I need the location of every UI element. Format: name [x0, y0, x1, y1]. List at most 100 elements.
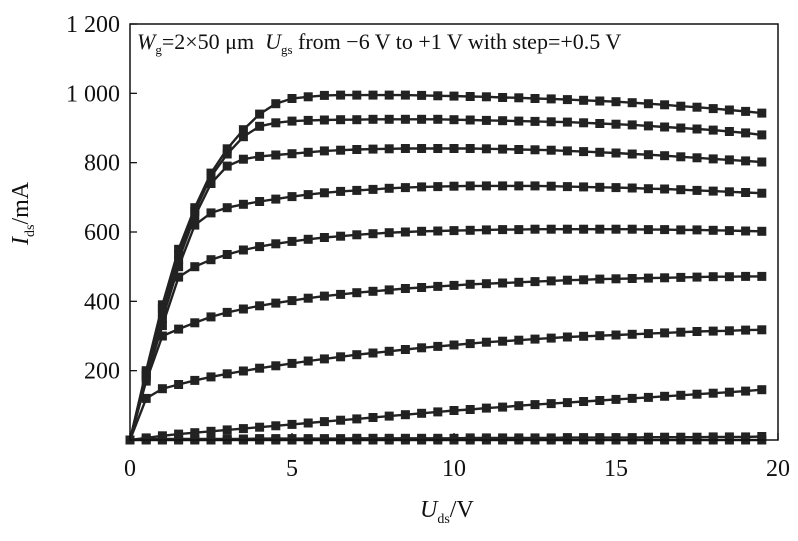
data-point: [546, 276, 556, 286]
data-point: [449, 280, 459, 290]
data-point: [562, 332, 572, 342]
y-axis-symbol: I: [8, 237, 34, 245]
data-point: [757, 130, 767, 140]
data-point: [303, 293, 313, 303]
data-point: [692, 153, 702, 163]
data-point: [206, 426, 216, 436]
data-point: [692, 327, 702, 336]
data-point: [352, 414, 362, 424]
data-point: [708, 104, 718, 114]
data-point: [514, 181, 524, 191]
series-layer: [125, 90, 767, 445]
data-point: [498, 225, 508, 235]
data-point: [562, 224, 572, 234]
data-point: [319, 233, 329, 242]
data-point: [433, 407, 443, 417]
data-point: [660, 391, 670, 401]
data-point: [384, 144, 394, 154]
data-point: [676, 101, 686, 111]
y-axis-subscript: ds: [23, 224, 38, 237]
data-point: [384, 285, 394, 295]
data-point: [222, 250, 232, 259]
data-point: [562, 146, 572, 156]
data-point: [643, 225, 653, 235]
data-point: [627, 149, 637, 159]
data-point: [271, 194, 281, 204]
data-point: [643, 99, 653, 109]
data-point: [757, 271, 767, 281]
data-point: [724, 155, 734, 165]
data-point: [400, 227, 410, 237]
data-point: [400, 284, 410, 293]
series-3: [125, 144, 767, 445]
x-tick-label: 10: [442, 456, 466, 482]
series-9: [125, 432, 767, 445]
data-point: [157, 321, 167, 331]
x-tick-label: 5: [286, 456, 298, 482]
data-point: [514, 225, 524, 235]
plot-frame: [129, 23, 779, 441]
data-point: [724, 187, 734, 197]
data-point: [660, 151, 670, 161]
y-tick-label: 400: [84, 289, 120, 315]
data-point: [352, 230, 362, 240]
data-point: [190, 375, 200, 385]
data-point: [546, 117, 556, 127]
data-point: [336, 415, 346, 425]
data-point: [465, 279, 475, 289]
data-point: [400, 144, 410, 153]
data-point: [676, 327, 686, 337]
data-point: [255, 363, 265, 373]
series-line: [128, 184, 762, 441]
data-point: [319, 146, 329, 156]
data-point: [660, 328, 670, 338]
data-point: [417, 182, 427, 192]
data-point: [465, 339, 475, 349]
data-point: [741, 188, 751, 197]
y-axis-label: Ids/mA: [8, 182, 39, 245]
data-point: [724, 387, 734, 397]
data-point: [368, 413, 378, 422]
data-point: [741, 106, 751, 116]
data-point: [157, 303, 167, 313]
data-point: [449, 340, 459, 350]
series-1: [125, 90, 767, 445]
data-point: [157, 309, 167, 318]
series-line: [128, 93, 762, 441]
series-5: [125, 224, 767, 445]
data-point: [708, 272, 718, 282]
data-point: [692, 124, 702, 134]
data-point: [595, 396, 605, 405]
data-point: [692, 225, 702, 235]
data-point: [498, 116, 508, 126]
data-point: [206, 255, 216, 265]
data-point: [481, 144, 491, 154]
data-point: [303, 92, 313, 102]
data-point: [757, 226, 767, 236]
y-tick-label: 800: [84, 151, 120, 177]
data-point: [417, 408, 427, 418]
data-point: [741, 128, 751, 138]
data-point: [498, 144, 508, 154]
data-point: [611, 274, 621, 284]
data-point: [530, 277, 540, 287]
data-point: [238, 199, 248, 209]
data-point: [611, 183, 621, 193]
data-point: [562, 398, 572, 408]
annotation-u-text: from −6 V to +1 V with step=+0.5 V: [292, 29, 622, 54]
data-point: [708, 125, 718, 135]
data-point: [287, 116, 297, 126]
data-point: [206, 372, 216, 382]
data-point: [724, 226, 734, 236]
data-point: [255, 197, 265, 206]
x-tick-label: 20: [766, 456, 790, 482]
data-point: [255, 109, 265, 119]
data-point: [190, 220, 200, 230]
x-axis-label: Uds/V: [420, 497, 474, 528]
data-point: [579, 331, 589, 341]
data-point: [303, 147, 313, 157]
data-point: [319, 188, 329, 198]
data-point: [757, 157, 767, 167]
data-point: [206, 179, 216, 188]
data-point: [546, 145, 556, 155]
